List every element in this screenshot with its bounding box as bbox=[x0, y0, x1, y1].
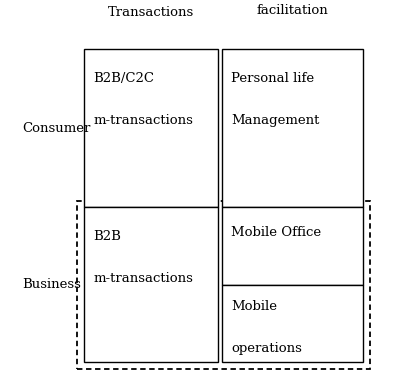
Bar bbox=[222, 285, 363, 362]
Bar bbox=[222, 207, 363, 285]
Text: B2B

m-transactions: B2B m-transactions bbox=[93, 230, 193, 285]
Text: Personal life

Management: Personal life Management bbox=[231, 72, 319, 127]
Bar bbox=[84, 207, 218, 362]
Text: Mobile

operations: Mobile operations bbox=[231, 300, 302, 355]
Bar bbox=[222, 49, 363, 207]
Text: B2B/C2C

m-transactions: B2B/C2C m-transactions bbox=[93, 72, 193, 127]
Text: Mobile Office: Mobile Office bbox=[231, 226, 321, 239]
Text: Business: Business bbox=[22, 278, 81, 291]
Text: Consumer: Consumer bbox=[22, 122, 90, 135]
Text: Transactions: Transactions bbox=[108, 6, 194, 18]
Bar bbox=[84, 49, 218, 207]
Bar bbox=[77, 201, 370, 369]
Text: Process
facilitation: Process facilitation bbox=[256, 0, 328, 17]
